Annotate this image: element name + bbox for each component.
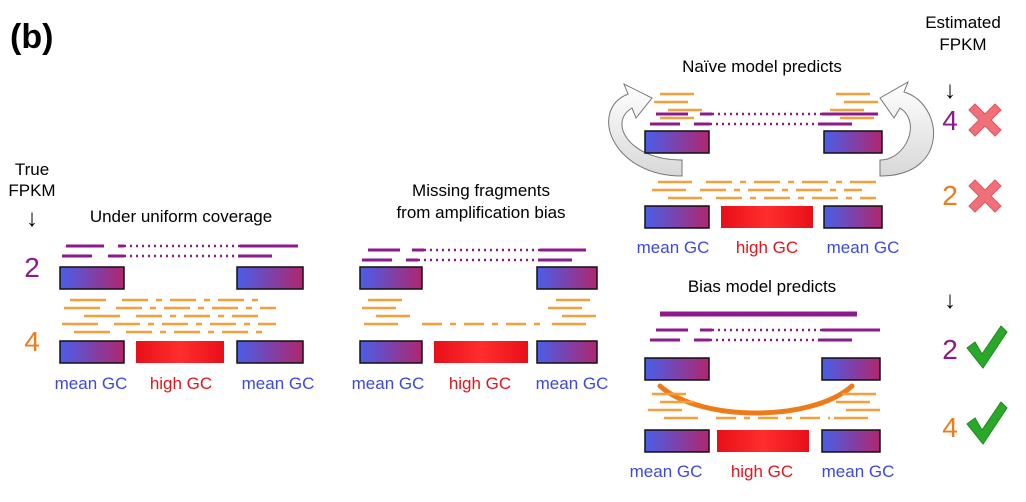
high-gc-label: high GC bbox=[449, 374, 511, 393]
fragment-layer: mean GC high GC mean GC mean GC high GC mean … bbox=[55, 92, 1008, 481]
exon-mean-gc bbox=[236, 340, 304, 364]
mean-gc-label: mean GC bbox=[55, 374, 128, 393]
exon-mean-gc bbox=[644, 357, 710, 381]
mean-gc-label: mean GC bbox=[352, 374, 425, 393]
exon-high-gc bbox=[721, 206, 813, 228]
exon-mean-gc bbox=[59, 266, 125, 290]
curved-arrow-left-icon bbox=[608, 82, 683, 177]
exon-mean-gc bbox=[536, 340, 598, 364]
exon-mean-gc bbox=[644, 130, 710, 154]
bias-orange-value: 4 bbox=[942, 412, 958, 443]
true-fpkm-arrow: ↓ bbox=[26, 205, 38, 232]
high-gc-label: high GC bbox=[150, 374, 212, 393]
exon-mean-gc bbox=[536, 266, 598, 290]
exon-mean-gc bbox=[821, 357, 881, 381]
mean-gc-label: mean GC bbox=[637, 238, 710, 257]
bias-fpkm-arrow: ↓ bbox=[944, 287, 956, 314]
curved-arrow-right-icon bbox=[879, 80, 934, 177]
true-fpkm-line1: True bbox=[15, 160, 49, 179]
exon-mean-gc bbox=[823, 205, 883, 229]
high-gc-label: high GC bbox=[731, 462, 793, 481]
check-icon bbox=[966, 325, 1008, 369]
exon-mean-gc bbox=[359, 340, 423, 364]
true-fpkm-purple-value: 2 bbox=[24, 252, 40, 283]
exon-mean-gc bbox=[644, 205, 710, 229]
bias-panel-title: Bias model predicts bbox=[688, 277, 836, 296]
estimated-fpkm-header: Estimated FPKM ↓ bbox=[925, 13, 1001, 104]
exon-high-gc bbox=[717, 430, 809, 452]
exon-mean-gc bbox=[823, 130, 883, 154]
mean-gc-label: mean GC bbox=[822, 462, 895, 481]
missing-panel-title-line2: from amplification bias bbox=[396, 203, 565, 222]
naive-redistribution-arrows bbox=[608, 80, 934, 177]
exon-high-gc bbox=[434, 341, 528, 363]
estimated-fpkm-line2: FPKM bbox=[939, 35, 986, 54]
check-icon bbox=[966, 401, 1008, 445]
mean-gc-label: mean GC bbox=[827, 238, 900, 257]
cross-icon bbox=[968, 179, 1002, 213]
naive-orange-value: 2 bbox=[942, 180, 958, 211]
exon-mean-gc bbox=[821, 429, 881, 453]
true-fpkm-line2: FPKM bbox=[8, 181, 55, 200]
exon-mean-gc bbox=[359, 266, 423, 290]
mean-gc-label: mean GC bbox=[630, 462, 703, 481]
naive-purple-value: 4 bbox=[942, 105, 958, 136]
bias-purple-value: 2 bbox=[942, 334, 958, 365]
panel-label: (b) bbox=[10, 18, 53, 56]
high-gc-label: high GC bbox=[736, 238, 798, 257]
mean-gc-label: mean GC bbox=[536, 374, 609, 393]
missing-panel-title-line1: Missing fragments bbox=[412, 181, 550, 200]
cross-icon bbox=[968, 103, 1002, 137]
exon-mean-gc bbox=[236, 266, 304, 290]
true-fpkm-orange-value: 4 bbox=[24, 326, 40, 357]
naive-panel-title: Naïve model predicts bbox=[682, 57, 842, 76]
bias-redistribution-arc bbox=[657, 383, 855, 416]
uniform-panel-title: Under uniform coverage bbox=[90, 207, 272, 226]
exon-mean-gc bbox=[644, 429, 710, 453]
estimated-fpkm-arrow: ↓ bbox=[944, 77, 956, 104]
mean-gc-label: mean GC bbox=[242, 374, 315, 393]
exon-mean-gc bbox=[59, 340, 125, 364]
exon-high-gc bbox=[136, 341, 224, 363]
true-fpkm-header: True FPKM ↓ bbox=[8, 160, 55, 232]
estimated-fpkm-line1: Estimated bbox=[925, 13, 1001, 32]
